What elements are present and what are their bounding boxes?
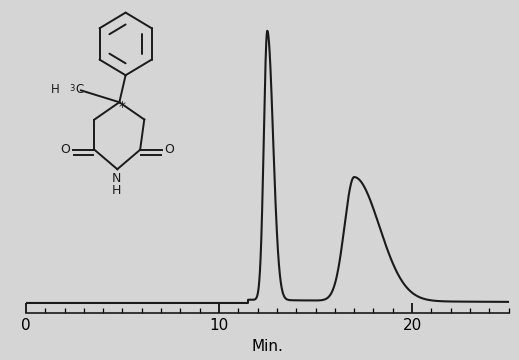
Text: O: O	[60, 143, 71, 156]
Text: 3: 3	[70, 84, 75, 93]
Text: N: N	[112, 172, 121, 185]
Text: O: O	[164, 143, 174, 156]
Text: H: H	[112, 184, 121, 197]
Text: *: *	[118, 100, 126, 114]
Text: H: H	[50, 83, 59, 96]
X-axis label: Min.: Min.	[251, 339, 283, 354]
Text: C: C	[76, 83, 84, 96]
